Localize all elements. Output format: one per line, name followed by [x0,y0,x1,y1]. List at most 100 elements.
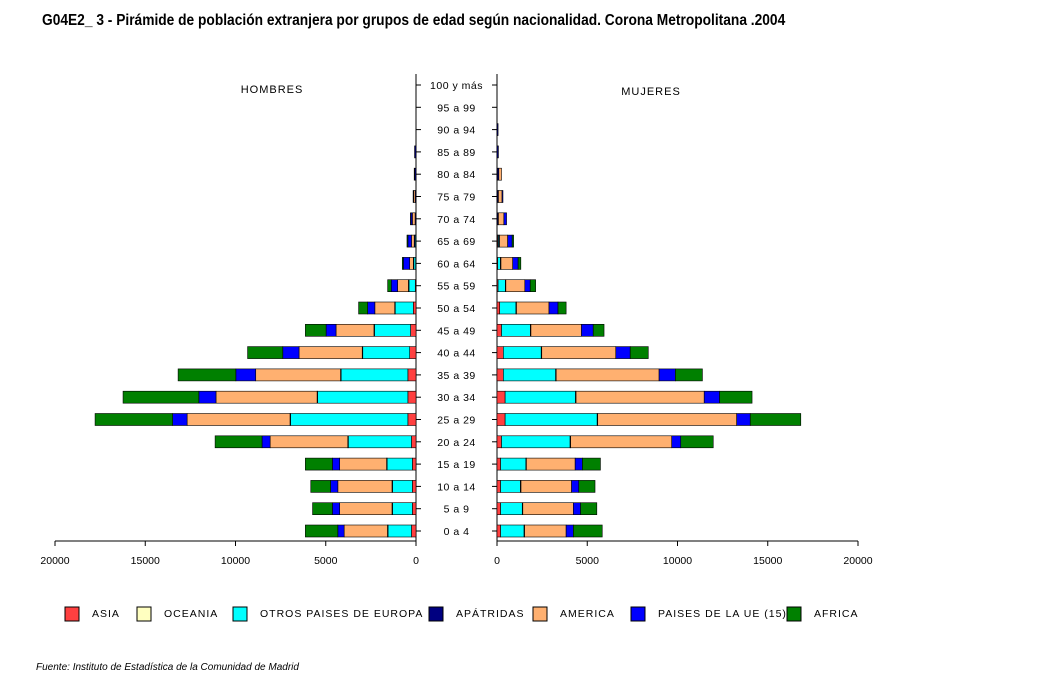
age-group-label: 25 a 29 [437,415,476,427]
bar-hombres-segment [412,190,414,203]
bar-hombres-segment [410,212,412,226]
bar-hombres-segment [407,368,417,382]
bar-mujeres-segment [501,435,571,449]
bar-mujeres-segment [565,524,574,538]
legend-label: AMERICA [560,608,615,620]
age-group-label: 35 a 39 [437,370,476,382]
bar-hombres-segment [407,390,417,404]
bar-mujeres-segment [516,301,550,315]
bar-hombres-segment [408,279,416,293]
bar-hombres-segment [411,435,417,449]
bar-mujeres-segment [504,390,576,404]
bar-hombres-segment [198,390,217,404]
bar-mujeres-segment [574,457,583,471]
bar-mujeres-segment [526,457,576,471]
bar-hombres-segment [312,502,333,516]
bar-mujeres-segment [496,123,499,136]
bar-mujeres-segment [629,346,649,359]
bar-hombres-segment [410,323,417,337]
bar-mujeres-segment [522,502,574,516]
bar-mujeres-segment [548,301,559,315]
bar-hombres-segment [343,524,388,538]
x-tick-label-right: 15000 [753,555,782,567]
source-note: Fuente: Instituto de Estadística de la C… [36,662,299,673]
age-group-label: 40 a 44 [437,348,476,360]
bar-hombres-segment [392,480,413,493]
bar-hombres-segment [358,301,368,315]
age-group-label: 90 a 94 [437,125,476,137]
age-group-label: 45 a 49 [437,325,476,337]
bar-hombres-segment [367,301,376,315]
legend-label: OTROS PAISES DE EUROPA [260,608,423,620]
bar-mujeres-segment [498,212,505,226]
bar-hombres-segment [386,457,413,471]
age-labels-layer: 100 y más 95 a 99 90 a 94 85 a 89 80 a 84 75 … [430,80,483,538]
bar-hombres-segment [337,524,345,538]
bar-mujeres-segment [703,390,720,404]
bar-hombres-segment [401,257,404,270]
bar-mujeres-segment [499,301,517,315]
bar-hombres-segment [94,413,173,426]
bar-hombres-segment [362,346,410,359]
bar-mujeres-segment [503,346,542,359]
bar-mujeres-segment [581,323,594,337]
x-tick-label-left: 5000 [314,555,338,567]
bar-mujeres-segment [503,212,507,226]
bar-mujeres-segment [736,413,751,426]
bar-mujeres-segment [501,323,531,337]
legend-swatch [786,606,802,622]
age-group-label: 75 a 79 [437,192,476,204]
bar-mujeres-segment [512,257,519,270]
bar-mujeres-segment [517,257,522,270]
legend-label: AFRICA [814,608,859,620]
bar-hombres-segment [409,346,417,359]
age-group-label: 100 y más [430,80,483,92]
bar-mujeres-segment [719,390,753,404]
bar-mujeres-segment [520,480,572,493]
age-group-label: 0 a 4 [444,526,470,538]
legend-label: PAISES DE LA UE (15) [658,608,787,620]
bar-hombres-segment [411,524,417,538]
bar-mujeres-segment [496,524,501,538]
legend-label: APÁTRIDAS [456,607,525,620]
legend-label: OCEANIA [164,608,218,620]
bar-mujeres-segment [749,413,802,426]
bar-hombres-segment [411,234,415,248]
bar-mujeres-segment [530,323,582,337]
bar-hombres-segment [255,368,341,382]
bar-hombres-segment [387,524,412,538]
x-tick-label-right: 10000 [663,555,692,567]
bar-hombres-segment [215,390,318,404]
bar-hombres-segment [317,390,409,404]
legend-swatch [428,606,444,622]
legend-swatch [532,606,548,622]
bar-hombres-segment [282,346,300,359]
bar-mujeres-segment [500,480,521,493]
bar-mujeres-segment [524,524,567,538]
bar-hombres-segment [247,346,284,359]
bar-mujeres-segment [504,413,598,426]
age-group-label: 5 a 9 [444,504,470,516]
bars-layer [94,123,802,538]
bar-hombres-segment [390,279,398,293]
bar-hombres-segment [397,279,409,293]
age-group-label: 65 a 69 [437,236,476,248]
bar-hombres-segment [337,480,393,493]
bar-mujeres-segment [675,368,703,382]
age-group-label: 60 a 64 [437,258,476,270]
bar-hombres-segment [325,323,337,337]
bar-hombres-segment [186,413,291,426]
bar-hombres-segment [261,435,271,449]
bar-mujeres-segment [571,480,580,493]
bar-hombres-segment [387,279,392,293]
bar-hombres-segment [412,457,417,471]
age-group-label: 80 a 84 [437,169,476,181]
bar-hombres-segment [305,323,327,337]
bar-mujeres-segment [570,435,673,449]
age-group-label: 10 a 14 [437,481,476,493]
bar-mujeres-segment [496,346,504,359]
legend: ASIA OCEANIA OTROS PAISES DE EUROPA APÁTRID… [64,606,859,622]
bar-mujeres-segment [496,435,502,449]
x-tick-label-right: 5000 [576,555,600,567]
age-group-label: 85 a 89 [437,147,476,159]
